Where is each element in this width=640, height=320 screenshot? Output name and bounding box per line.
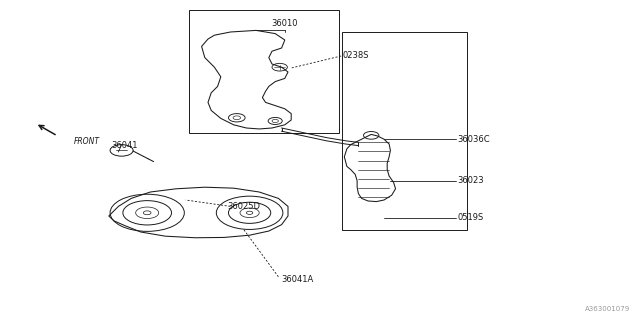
Text: 36025D: 36025D (227, 202, 260, 211)
Text: 36036C: 36036C (458, 135, 490, 144)
Text: 36041A: 36041A (282, 276, 314, 284)
Text: 0238S: 0238S (342, 52, 369, 60)
Text: 36023: 36023 (458, 176, 484, 185)
Text: 0519S: 0519S (458, 213, 484, 222)
Text: FRONT: FRONT (74, 137, 100, 146)
Text: 36010: 36010 (271, 20, 298, 28)
Bar (189, 10, 339, 133)
Text: 36041: 36041 (111, 141, 138, 150)
Text: A363001079: A363001079 (585, 306, 630, 312)
Bar (342, 32, 467, 230)
